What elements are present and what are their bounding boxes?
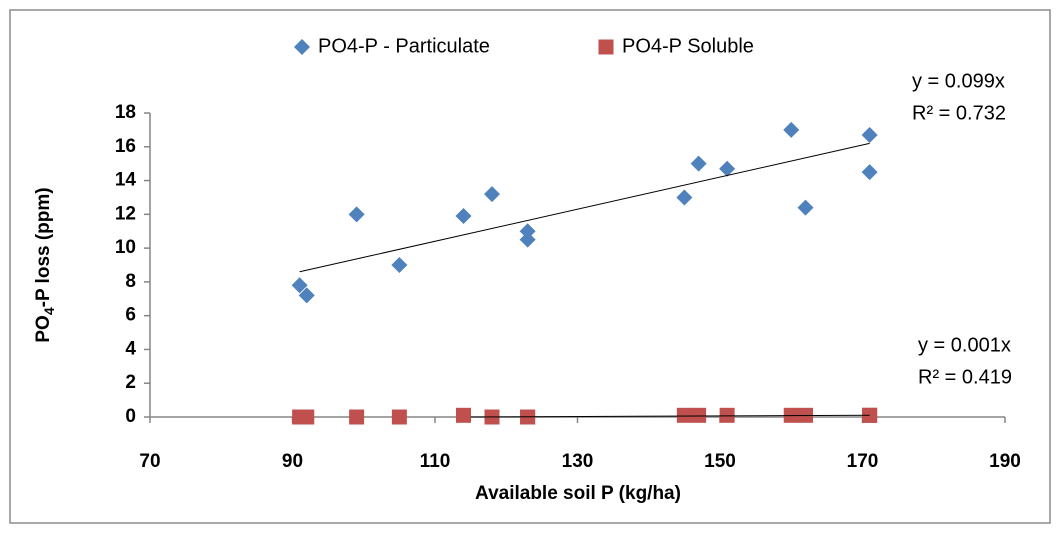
data-point [391,257,408,273]
data-point [349,409,365,425]
legend-marker [294,39,310,55]
data-point [861,164,878,181]
y-axis-title-part: PO [33,315,54,342]
data-point [519,231,536,248]
data-point [348,206,365,223]
data-point [797,199,814,216]
y-tick-label: 8 [125,271,136,292]
x-axis-title: Available soil P (kg/ha) [475,483,681,504]
trendline [299,142,870,273]
data-point [291,277,308,294]
legend-label: PO4-P - Particulate [318,35,490,57]
data-point [676,407,692,423]
legend-label: PO4-P Soluble [622,35,754,57]
x-tick-label: 170 [847,451,879,472]
data-point [676,189,693,206]
data-point [783,121,800,138]
y-axis-title-part: -P loss (ppm) [33,187,54,307]
data-point [861,126,878,143]
data-point [519,223,536,240]
trend-r-squared: R² = 0.732 [912,102,1006,124]
y-tick-label: 0 [125,406,136,427]
data-point [391,409,407,425]
y-tick-label: 14 [115,170,137,191]
y-tick-label: 4 [125,338,136,359]
trend-equation: y = 0.099x [912,70,1005,92]
y-tick-label: 6 [125,305,136,326]
x-tick-label: 90 [282,451,303,472]
x-tick-label: 130 [562,451,594,472]
data-point [484,186,500,203]
x-tick-label: 110 [420,451,451,472]
data-point [455,208,472,225]
y-axis-title: PO4-P loss (ppm) [33,187,57,342]
y-tick-label: 2 [125,372,136,393]
data-point [719,160,736,177]
y-tick-label: 18 [115,102,136,123]
trend-equation: y = 0.001x [918,334,1011,356]
y-tick-label: 10 [115,237,136,258]
data-point [690,155,707,172]
y-tick-label: 12 [115,203,136,224]
x-tick-label: 70 [139,451,160,472]
data-point [719,407,735,423]
trend-r-squared: R² = 0.419 [918,366,1012,388]
data-point [298,287,315,304]
data-point [691,407,707,423]
y-tick-label: 16 [115,136,136,157]
y-axis-title-subscript: 4 [41,307,57,315]
data-point [299,409,315,425]
legend-marker [598,39,614,55]
trendline [470,414,870,418]
data-point [456,407,471,423]
x-tick-label: 190 [989,451,1021,472]
x-tick-label: 150 [704,451,736,472]
chart-frame [9,9,1051,524]
